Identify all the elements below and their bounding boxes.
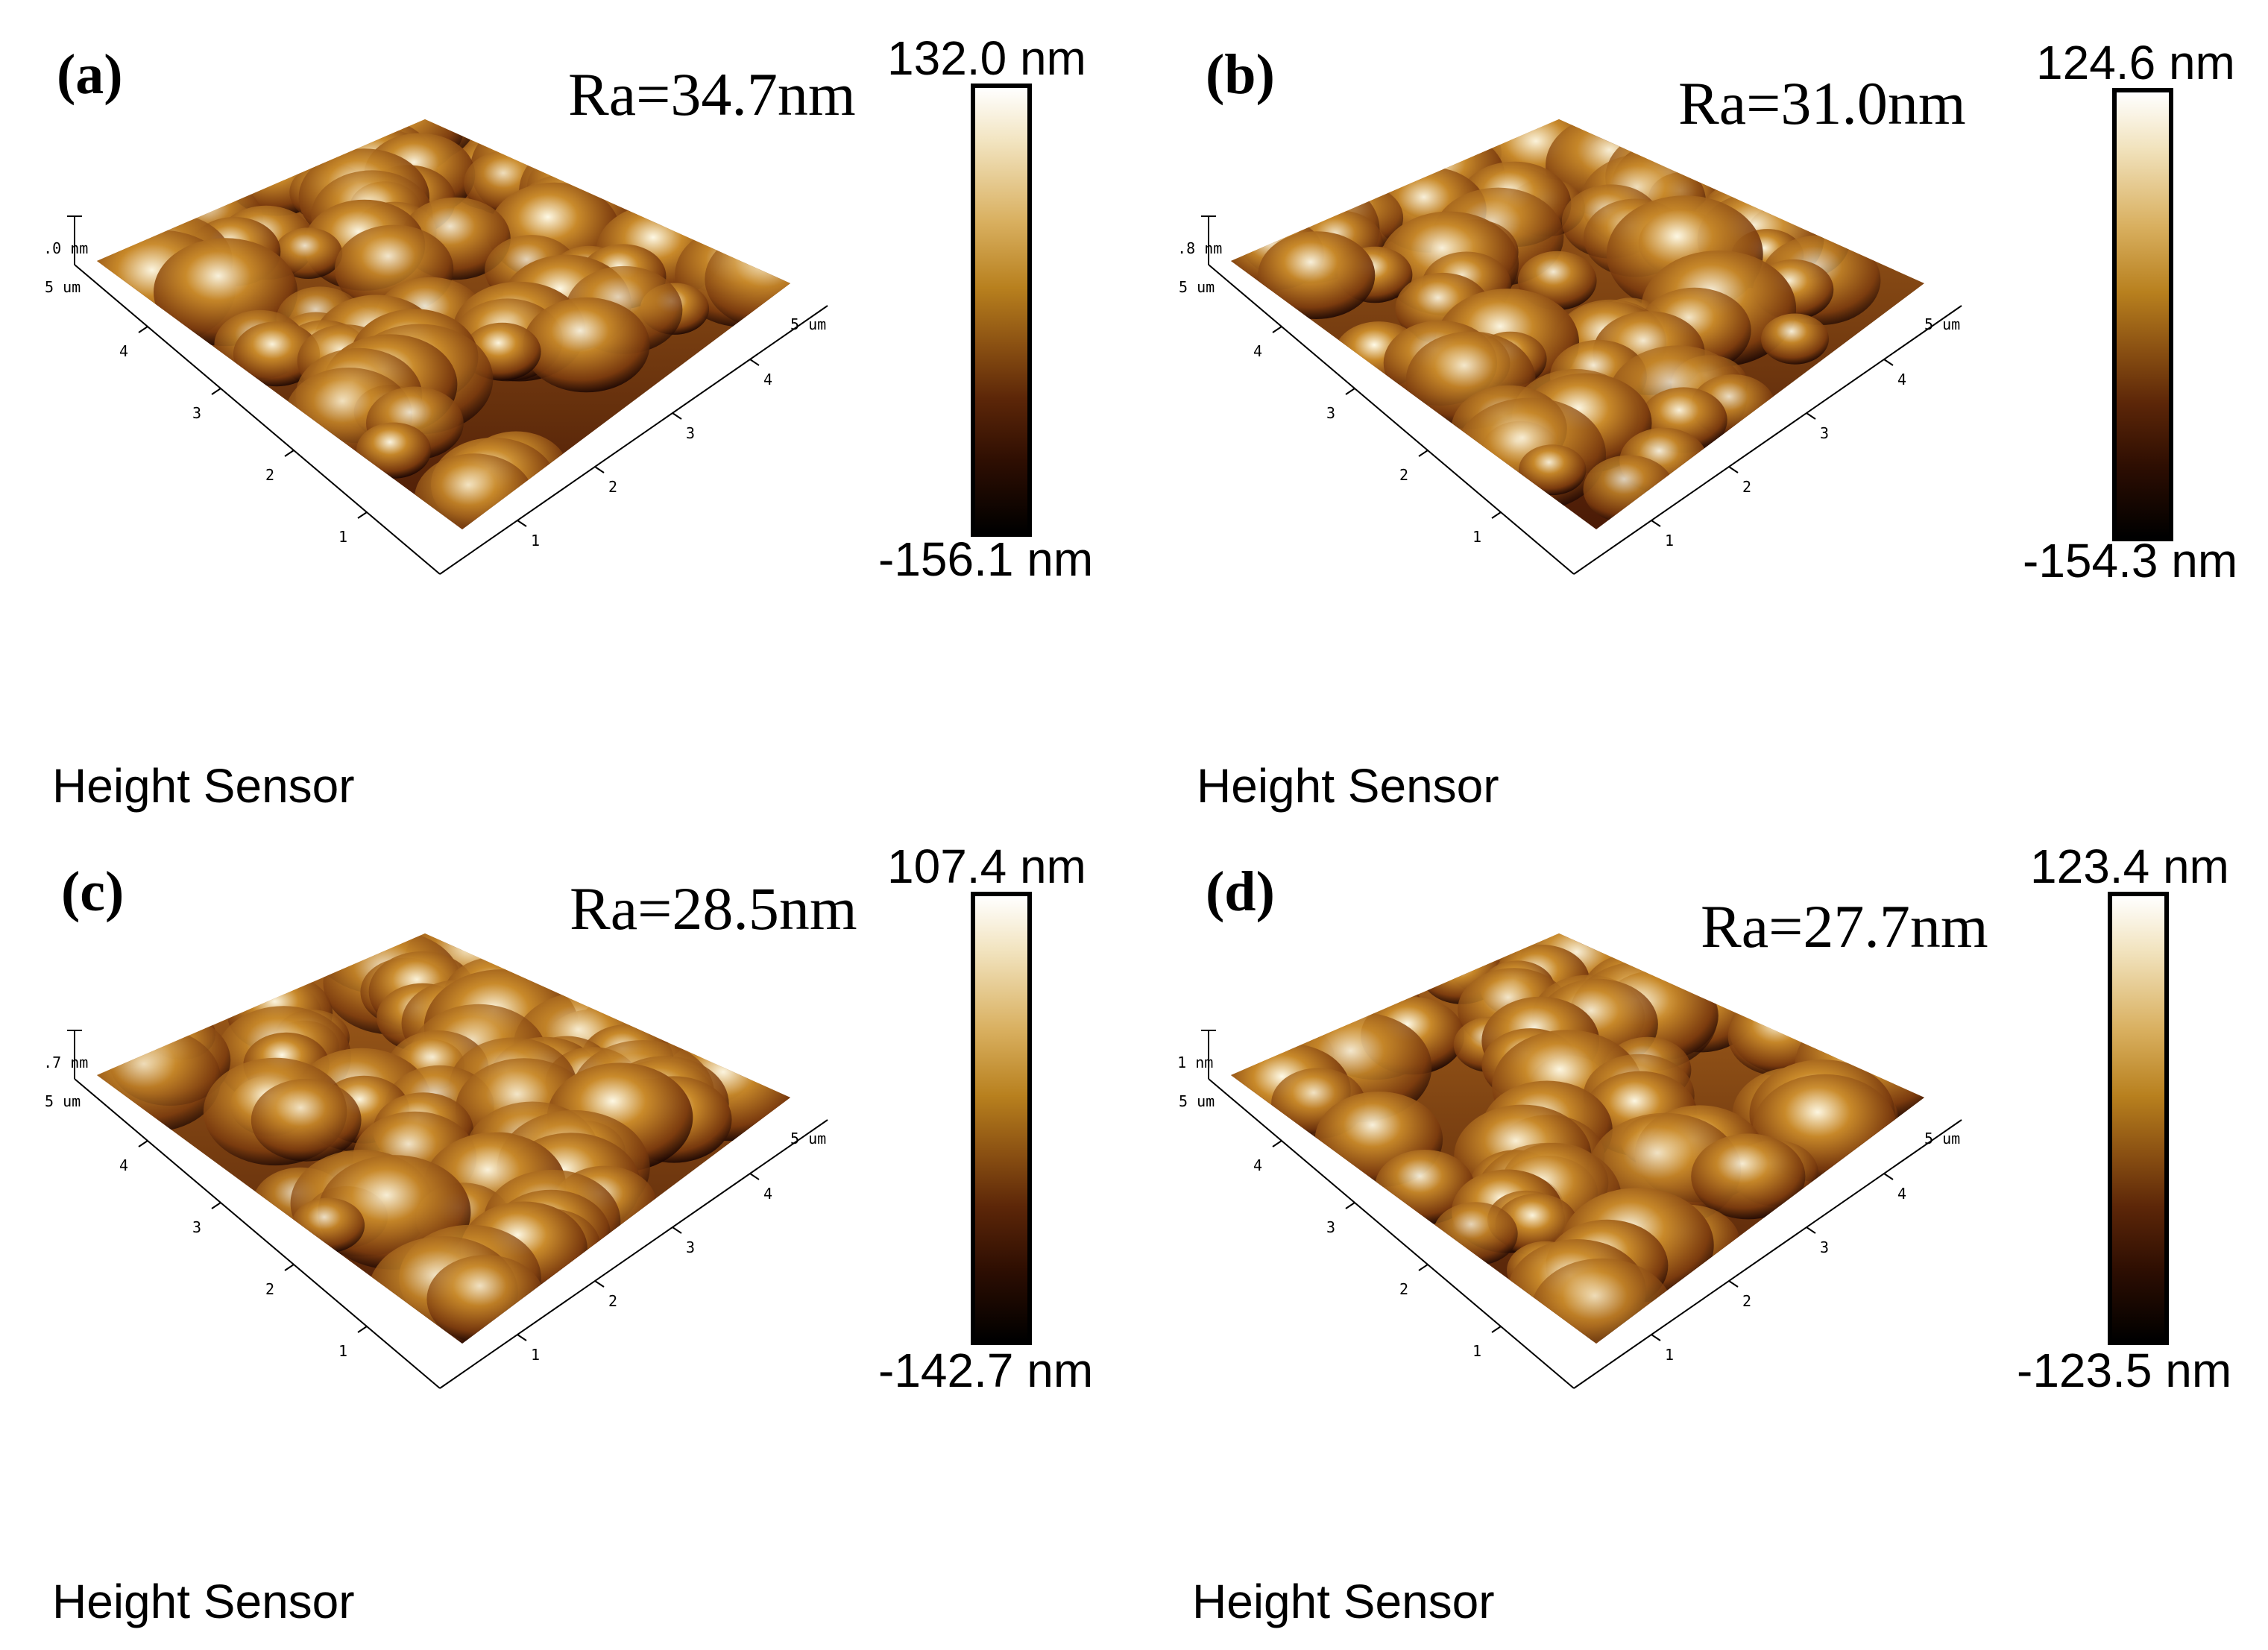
afm-3d-surface: 1 1 2 2 3 3 4 4 5 um 5 um -14.8 nm: [1179, 119, 1962, 575]
afm-3d-surface: 1 1 2 2 3 3 4 4 5 um 5 um -12.0 nm: [45, 119, 828, 575]
axis-tick-label: 3: [192, 1218, 201, 1236]
axis-unit-label: 5 um: [1179, 1092, 1215, 1110]
height-colorbar: [2108, 892, 2169, 1345]
height-colorbar: [2112, 88, 2173, 541]
surface-grains: [1231, 933, 1924, 1344]
z-axis-label: -12.0 nm: [45, 239, 88, 257]
afm-3d-surface: 1 1 2 2 3 3 4 4 5 um 5 um -0.1 nm: [1179, 933, 1962, 1389]
roughness-value: Ra=27.7nm: [1701, 892, 1988, 960]
axis-tick-label: 2: [1399, 1280, 1408, 1298]
channel-label: Height Sensor: [1192, 1575, 1495, 1628]
surface-grains: [97, 119, 790, 529]
panel-label: (a): [57, 43, 123, 106]
channel-label: Height Sensor: [1197, 759, 1499, 813]
axis-tick-label: 4: [1253, 1156, 1262, 1174]
z-axis-label: -17.7 nm: [45, 1054, 88, 1071]
z-axis-label: -0.1 nm: [1179, 1054, 1213, 1071]
axis-tick-label: 4: [1897, 1185, 1906, 1203]
colorbar-min-label: -156.1 nm: [878, 532, 1094, 586]
afm-3d-surface: 1 1 2 2 3 3 4 4 5 um 5 um -17.7 nm: [45, 933, 828, 1389]
axis-tick-label: 1: [1472, 528, 1481, 546]
axis-tick-label: 3: [686, 1238, 695, 1256]
axis-tick-label: 2: [1399, 466, 1408, 484]
roughness-value: Ra=28.5nm: [570, 875, 857, 942]
colorbar-max-label: 132.0 nm: [887, 31, 1086, 85]
channel-label: Height Sensor: [52, 759, 355, 813]
colorbar-min-label: -154.3 nm: [2023, 534, 2238, 588]
panel-label: (c): [61, 860, 125, 923]
axis-tick-label: 2: [1742, 478, 1751, 496]
axis-tick-label: 4: [119, 342, 128, 360]
axis-tick-label: 1: [338, 528, 347, 546]
colorbar-max-label: 124.6 nm: [2036, 36, 2235, 89]
panel-label: (b): [1206, 43, 1275, 106]
panel-label: (d): [1206, 860, 1275, 923]
afm-panel-a: (a) Ra=34.7nm 132.0 nm -156.1 nm 1 1 2 2 3 3 4…: [0, 0, 1134, 825]
axis-tick-label: 4: [1897, 371, 1906, 388]
surface-grains: [97, 933, 790, 1344]
axis-tick-label: 1: [531, 532, 540, 550]
axis-unit-label: 5 um: [45, 1092, 81, 1110]
axis-tick-label: 4: [763, 371, 772, 388]
axis-tick-label: 3: [1820, 1238, 1829, 1256]
roughness-value: Ra=34.7nm: [568, 60, 856, 128]
surface-grains: [1231, 119, 1881, 523]
axis-unit-label: 5 um: [790, 1130, 826, 1147]
axis-unit-label: 5 um: [45, 278, 81, 296]
axis-tick-label: 2: [608, 478, 617, 496]
axis-unit-label: 5 um: [1924, 315, 1960, 333]
surface-axes: [1201, 1030, 1962, 1389]
colorbar-min-label: -123.5 nm: [2017, 1344, 2232, 1397]
afm-panel-c: (c) Ra=28.5nm 107.4 nm -142.7 nm 1 1 2 2 3 3 4…: [0, 825, 1134, 1649]
afm-panel-b: (b) Ra=31.0nm 124.6 nm -154.3 nm 1 1 2 2 3 3 4…: [1134, 0, 2268, 825]
axis-tick-label: 2: [265, 466, 274, 484]
z-axis-label: -14.8 nm: [1179, 239, 1222, 257]
axis-tick-label: 2: [608, 1292, 617, 1310]
surface-axes: [67, 1030, 828, 1389]
axis-tick-label: 1: [1472, 1342, 1481, 1360]
colorbar-max-label: 107.4 nm: [887, 840, 1086, 893]
surface-axes: [1201, 215, 1962, 575]
afm-panel-d: (d) Ra=27.7nm 123.4 nm -123.5 nm 1 1 2 2 3 3 4…: [1134, 825, 2268, 1649]
axis-tick-label: 1: [531, 1346, 540, 1364]
height-colorbar: [971, 892, 1032, 1345]
axis-unit-label: 5 um: [790, 315, 826, 333]
axis-tick-label: 3: [686, 424, 695, 442]
channel-label: Height Sensor: [52, 1575, 355, 1628]
colorbar-min-label: -142.7 nm: [878, 1344, 1094, 1397]
axis-tick-label: 1: [338, 1342, 347, 1360]
axis-unit-label: 5 um: [1924, 1130, 1960, 1147]
axis-tick-label: 1: [1665, 1346, 1674, 1364]
axis-tick-label: 2: [265, 1280, 274, 1298]
axis-tick-label: 3: [1820, 424, 1829, 442]
axis-tick-label: 4: [1253, 342, 1262, 360]
roughness-value: Ra=31.0nm: [1678, 69, 1966, 137]
height-colorbar: [971, 84, 1032, 537]
surface-axes: [67, 215, 828, 575]
colorbar-max-label: 123.4 nm: [2030, 840, 2229, 893]
axis-tick-label: 3: [1326, 1218, 1335, 1236]
axis-tick-label: 3: [192, 404, 201, 422]
axis-tick-label: 1: [1665, 532, 1674, 550]
axis-tick-label: 4: [119, 1156, 128, 1174]
axis-tick-label: 2: [1742, 1292, 1751, 1310]
axis-unit-label: 5 um: [1179, 278, 1215, 296]
axis-tick-label: 4: [763, 1185, 772, 1203]
axis-tick-label: 3: [1326, 404, 1335, 422]
